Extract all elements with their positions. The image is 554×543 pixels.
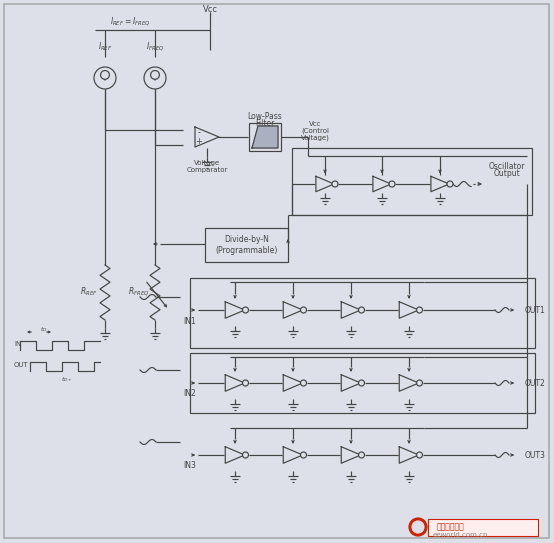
Polygon shape xyxy=(225,447,245,463)
Polygon shape xyxy=(399,302,419,318)
Bar xyxy=(205,228,288,262)
Polygon shape xyxy=(341,302,361,318)
Text: $I_{REF}$: $I_{REF}$ xyxy=(98,41,112,53)
Polygon shape xyxy=(316,176,334,192)
Circle shape xyxy=(94,67,116,89)
Text: 电子工程世界: 电子工程世界 xyxy=(437,522,465,532)
Bar xyxy=(190,278,535,348)
Text: OUT1: OUT1 xyxy=(525,306,546,314)
Circle shape xyxy=(101,71,109,79)
Text: $I_{REF}=I_{FREQ}$: $I_{REF}=I_{FREQ}$ xyxy=(110,16,150,28)
Polygon shape xyxy=(195,127,219,147)
Polygon shape xyxy=(283,375,302,392)
Polygon shape xyxy=(252,126,278,148)
Bar xyxy=(428,519,538,536)
Polygon shape xyxy=(341,375,361,392)
Bar xyxy=(190,353,535,413)
Circle shape xyxy=(409,518,427,536)
Text: OUT3: OUT3 xyxy=(525,451,546,459)
Text: Low-Pass: Low-Pass xyxy=(248,111,283,121)
Circle shape xyxy=(300,380,306,386)
Text: Voltage): Voltage) xyxy=(301,135,330,141)
Text: (Control: (Control xyxy=(301,128,329,134)
Text: -: - xyxy=(197,128,200,137)
Polygon shape xyxy=(283,302,302,318)
Circle shape xyxy=(243,380,249,386)
Text: OUT: OUT xyxy=(14,362,29,368)
Polygon shape xyxy=(373,176,391,192)
Circle shape xyxy=(417,307,423,313)
Text: Oscillator: Oscillator xyxy=(489,161,525,171)
Bar xyxy=(249,123,281,151)
Circle shape xyxy=(300,307,306,313)
Circle shape xyxy=(358,307,365,313)
Circle shape xyxy=(358,452,365,458)
Polygon shape xyxy=(399,447,419,463)
Bar xyxy=(292,148,532,215)
Polygon shape xyxy=(225,375,245,392)
Text: $I_{FREQ}$: $I_{FREQ}$ xyxy=(146,41,164,53)
Circle shape xyxy=(243,452,249,458)
Polygon shape xyxy=(399,375,419,392)
Circle shape xyxy=(447,181,453,187)
Text: IN3: IN3 xyxy=(183,462,197,470)
Text: Vcc: Vcc xyxy=(203,4,218,14)
Text: $t_D$: $t_D$ xyxy=(40,326,48,334)
Circle shape xyxy=(243,307,249,313)
Text: Divide-by-N: Divide-by-N xyxy=(224,235,269,243)
Text: Vcc: Vcc xyxy=(309,121,321,127)
Text: $R_{REF}$: $R_{REF}$ xyxy=(80,286,98,298)
Polygon shape xyxy=(225,302,245,318)
Text: eeworld.com.cn: eeworld.com.cn xyxy=(432,532,488,538)
Polygon shape xyxy=(431,176,449,192)
Text: IN2: IN2 xyxy=(183,389,196,399)
Text: Comparator: Comparator xyxy=(186,167,228,173)
Text: IN: IN xyxy=(14,341,21,347)
Text: (Programmable): (Programmable) xyxy=(216,245,278,255)
Text: Voltage: Voltage xyxy=(194,160,220,166)
Circle shape xyxy=(389,181,395,187)
Circle shape xyxy=(417,380,423,386)
Circle shape xyxy=(144,67,166,89)
Circle shape xyxy=(358,380,365,386)
Text: $t_{D+}$: $t_{D+}$ xyxy=(61,376,73,384)
Circle shape xyxy=(300,452,306,458)
Circle shape xyxy=(412,521,424,533)
Circle shape xyxy=(417,452,423,458)
Text: Filter: Filter xyxy=(255,118,275,128)
Text: Output: Output xyxy=(494,168,520,178)
Circle shape xyxy=(332,181,338,187)
Text: IN1: IN1 xyxy=(183,317,196,325)
Polygon shape xyxy=(283,447,302,463)
Text: OUT2: OUT2 xyxy=(525,378,546,388)
Polygon shape xyxy=(341,447,361,463)
Circle shape xyxy=(151,71,160,79)
Text: +: + xyxy=(195,137,202,146)
Text: $R_{FREQ}$: $R_{FREQ}$ xyxy=(129,286,150,299)
